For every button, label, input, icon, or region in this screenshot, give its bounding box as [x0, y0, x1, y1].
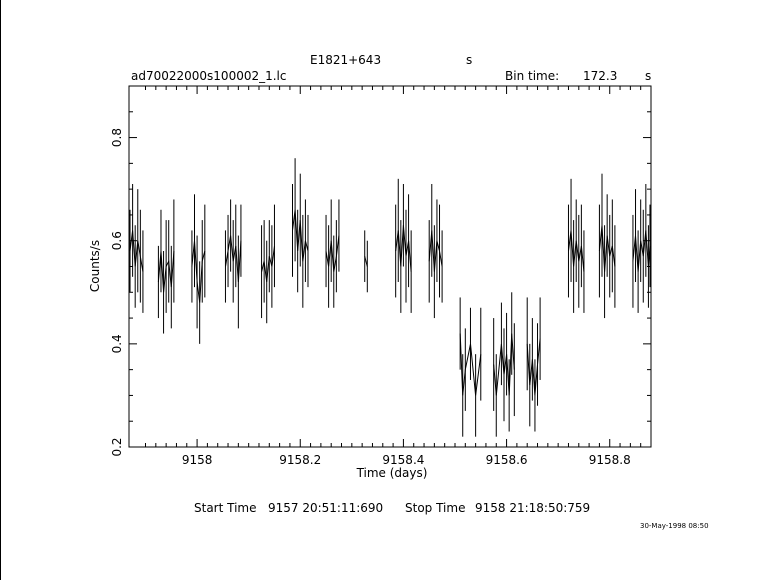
bin-time-value: 172.3 — [583, 69, 618, 83]
print-date: 30-May-1998 08:50 — [640, 522, 709, 530]
data-line — [526, 338, 541, 396]
x-axis-ticks: 9158 9158.2 9158.4 9158.6 9158.8 — [145, 86, 642, 467]
file-name: ad70022000s100002_1.lc — [131, 69, 287, 83]
data-line — [129, 230, 144, 272]
data-line — [261, 245, 275, 283]
x-tick-label: 9158.6 — [486, 453, 528, 467]
data-marks — [129, 158, 651, 437]
x-tick-label: 9158.2 — [279, 453, 321, 467]
stop-time-value: 9158 21:18:50:759 — [475, 501, 591, 515]
stop-time-label: Stop Time — [405, 501, 466, 515]
instrument-flag: s — [466, 53, 473, 67]
y-axis-label: Counts/s — [88, 240, 102, 292]
data-line — [191, 240, 206, 303]
y-axis-ticks: 0.2 0.4 0.6 0.8 — [110, 111, 651, 457]
chart-title: E1821+643 — [310, 53, 382, 67]
x-tick-label: 9158 — [182, 453, 213, 467]
y-tick-label: 0.4 — [110, 334, 124, 353]
data-line — [325, 235, 340, 272]
bin-time-label: Bin time: — [505, 69, 560, 83]
window-edge-line — [0, 0, 1, 580]
x-tick-label: 9158.4 — [382, 453, 424, 467]
bin-time-unit: s — [645, 69, 652, 83]
y-tick-label: 0.2 — [110, 437, 124, 456]
x-tick-label: 9158.8 — [589, 453, 631, 467]
data-line — [428, 230, 443, 272]
plot-frame — [128, 85, 652, 448]
start-time-label: Start Time — [194, 501, 257, 515]
start-time-value: 9157 20:51:11:690 — [268, 501, 384, 515]
y-tick-label: 0.8 — [110, 128, 124, 147]
x-axis-label: Time (days) — [356, 466, 428, 480]
y-tick-label: 0.6 — [110, 231, 124, 250]
